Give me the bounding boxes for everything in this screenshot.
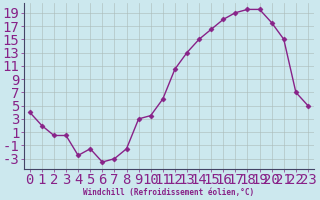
X-axis label: Windchill (Refroidissement éolien,°C): Windchill (Refroidissement éolien,°C): [83, 188, 254, 197]
